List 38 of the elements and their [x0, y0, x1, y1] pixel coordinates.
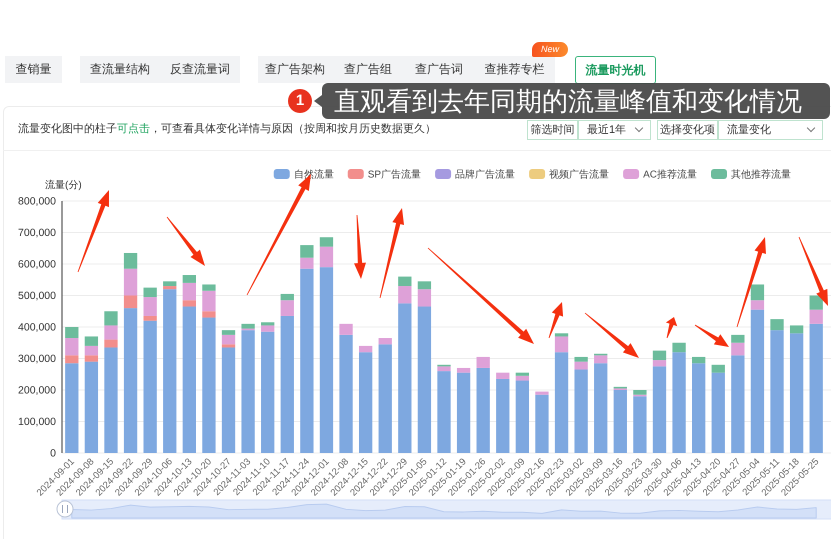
- badge: New: [532, 42, 568, 57]
- y-tick-label: 600,000: [18, 258, 56, 271]
- tab: 查广告组: [332, 56, 404, 83]
- tab: 查流量结构: [80, 56, 160, 83]
- legend-item: 品牌广告流量: [435, 169, 516, 180]
- legend-item: 其他推荐流量: [711, 169, 791, 180]
- legend-label: 其他推荐流量: [731, 168, 791, 180]
- y-tick-label: 500,000: [18, 290, 56, 302]
- text: 流量变化图中的柱子: [18, 123, 117, 135]
- legend-label: SP广告流量: [368, 168, 422, 180]
- legend-label: 视频广告流量: [549, 168, 610, 180]
- tab: 查推荐专栏: [474, 56, 555, 83]
- dropdown: 最近1年: [578, 120, 651, 140]
- legend-label: 品牌广告流量: [455, 168, 516, 180]
- label: 筛选时间: [527, 120, 578, 140]
- label: 选择变化项: [657, 120, 718, 140]
- legend-item: 视频广告流量: [529, 169, 610, 180]
- y-tick-label: 0: [50, 448, 56, 460]
- callout: 直观看到去年同期的流量峰值和变化情况: [322, 83, 830, 119]
- y-tick-label: 200,000: [18, 384, 56, 397]
- text: 可点击: [117, 123, 150, 135]
- tab: 查销量: [5, 56, 62, 83]
- y-tick-label: 100,000: [18, 416, 56, 428]
- y-tick-label: 800,000: [18, 196, 56, 208]
- tab: 反查流量词: [160, 56, 240, 83]
- tab: 查广告架构: [258, 56, 332, 83]
- legend-label: AC推荐流量: [643, 168, 697, 180]
- y-tick-label: 300,000: [18, 353, 56, 366]
- y-tick-label: 700,000: [18, 227, 56, 240]
- y-tick-label: 400,000: [18, 322, 56, 334]
- tab-selected: 流量时光机: [575, 56, 656, 84]
- legend-item: SP广告流量: [348, 169, 422, 180]
- tab: 查广告词: [404, 56, 474, 83]
- legend-item: AC推荐流量: [623, 169, 697, 180]
- step-number: 1: [288, 89, 312, 113]
- y-axis-title: 流量(分): [45, 179, 82, 191]
- dropdown: 流量变化: [718, 120, 823, 140]
- text: ，可查看具体变化详情与原因（按周和按月历史数据更久）: [150, 123, 436, 135]
